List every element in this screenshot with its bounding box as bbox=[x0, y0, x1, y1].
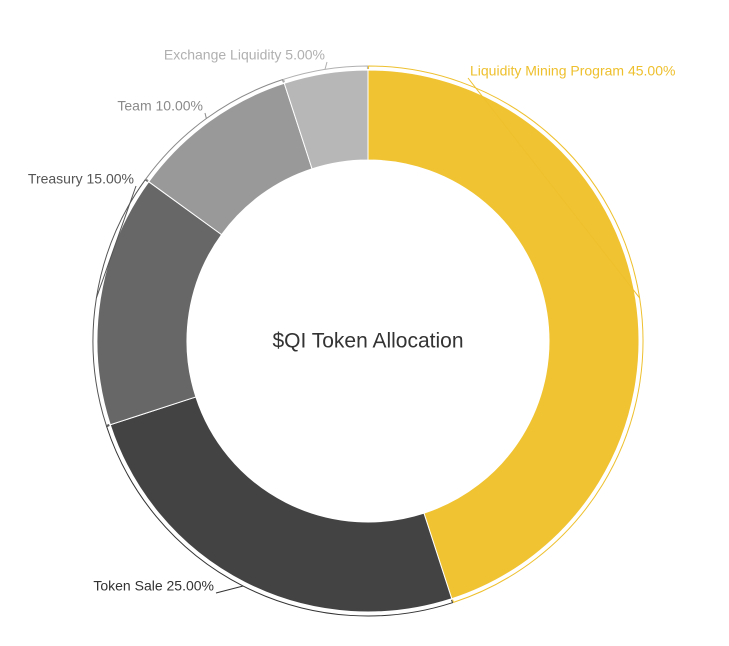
label-leader-line bbox=[215, 585, 244, 594]
slice-liquidity-mining-program[interactable] bbox=[367, 69, 640, 600]
slice-label: Treasury 15.00% bbox=[28, 171, 134, 187]
label-leader-line bbox=[95, 185, 137, 299]
slice-token-sale[interactable] bbox=[109, 396, 453, 613]
slice-label: Liquidity Mining Program 45.00% bbox=[470, 63, 675, 79]
slice-label: Exchange Liquidity 5.00% bbox=[164, 47, 325, 63]
slice-exchange-liquidity[interactable] bbox=[283, 69, 369, 170]
label-leader-line bbox=[324, 61, 328, 70]
labels-layer: Liquidity Mining Program 45.00% Token Sal… bbox=[28, 47, 675, 617]
slice-bracket bbox=[145, 78, 284, 182]
chart-title: $QI Token Allocation bbox=[272, 330, 463, 353]
slice-label: Team 10.00% bbox=[117, 98, 203, 114]
slice-label: Token Sale 25.00% bbox=[93, 578, 214, 594]
slices-layer bbox=[96, 69, 640, 613]
slice-bracket bbox=[282, 65, 368, 83]
label-leader-line bbox=[467, 77, 641, 299]
label-leader-line bbox=[204, 112, 207, 119]
